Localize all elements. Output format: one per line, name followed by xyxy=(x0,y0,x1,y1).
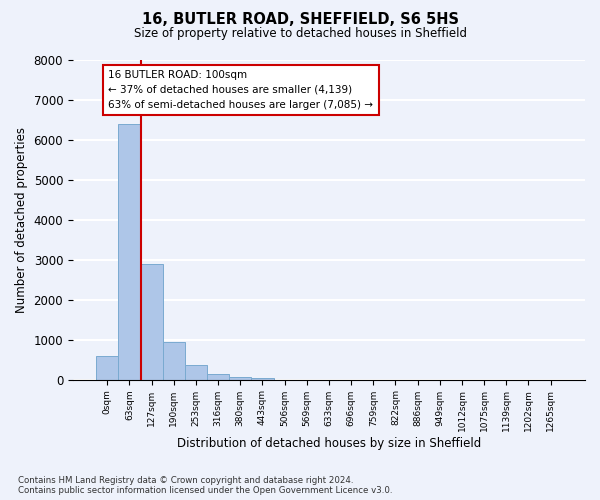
Bar xyxy=(207,374,229,380)
Text: Size of property relative to detached houses in Sheffield: Size of property relative to detached ho… xyxy=(133,28,467,40)
Bar xyxy=(229,376,251,380)
Text: 16 BUTLER ROAD: 100sqm
← 37% of detached houses are smaller (4,139)
63% of semi-: 16 BUTLER ROAD: 100sqm ← 37% of detached… xyxy=(109,70,373,110)
X-axis label: Distribution of detached houses by size in Sheffield: Distribution of detached houses by size … xyxy=(177,437,481,450)
Bar xyxy=(185,365,207,380)
Y-axis label: Number of detached properties: Number of detached properties xyxy=(15,127,28,313)
Bar xyxy=(118,124,140,380)
Bar xyxy=(251,378,274,380)
Bar xyxy=(163,342,185,380)
Bar xyxy=(140,264,163,380)
Text: 16, BUTLER ROAD, SHEFFIELD, S6 5HS: 16, BUTLER ROAD, SHEFFIELD, S6 5HS xyxy=(142,12,458,28)
Text: Contains HM Land Registry data © Crown copyright and database right 2024.
Contai: Contains HM Land Registry data © Crown c… xyxy=(18,476,392,495)
Bar xyxy=(96,356,118,380)
